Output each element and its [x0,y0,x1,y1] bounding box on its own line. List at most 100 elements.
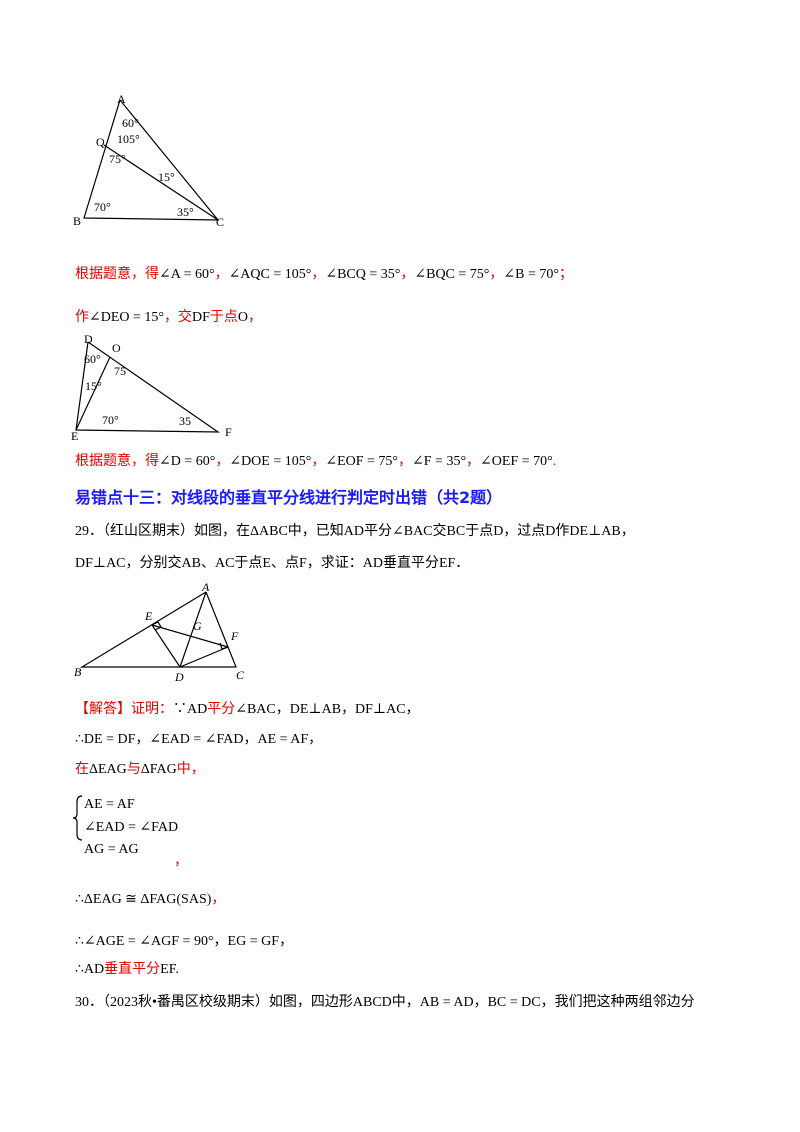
text-segment: ∴AD [75,962,105,977]
triangle [75,341,220,433]
text-segment: EF [160,962,176,977]
figure-1: A Q B C 60° 105° 75° 15° 70° 35° [73,92,224,229]
text-segment: ， [489,267,504,282]
point-label: O [112,341,121,355]
text-segment: ， [215,454,230,469]
text-line: AE = AF [84,795,135,815]
point-label: C [216,215,224,229]
text-segment: ， [311,267,326,282]
text-segment: . [552,454,557,469]
text-segment: ∠DOE = 105° [229,454,312,469]
point-label: D [84,332,93,346]
text-segment: ∠BAC，DE⊥AB，DF⊥AC， [235,702,420,717]
text-segment: 29．（红山区期末）如图，在ΔABC中，已知AD平分∠BAC交BC于点D，过点D… [75,524,635,539]
text-segment: ∵AD [173,702,208,717]
segment [75,356,111,431]
brace [72,795,83,841]
text-segment: 30．（2023秋•番禺区校级期末）如图，四边形ABCD中，AB = AD，BC… [75,995,695,1010]
text-segment: ∠D = 60° [159,454,216,469]
text-segment: 与 [126,762,141,777]
text-segment: ∠F = 35° [412,454,467,469]
angle-label: 60° [84,352,101,366]
text-segment: ，交 [164,310,192,325]
text-segment: ΔEAG [89,762,127,777]
text-segment: 于点 [209,310,238,325]
text-segment: ∠EAD = ∠FAD [84,820,179,835]
text-segment: DF [192,310,210,325]
point-label: A [117,92,126,106]
angle-label: 35° [177,205,194,219]
text-segment: 中， [176,762,205,777]
text-segment: ∠A = 60° [159,267,215,282]
text-line: ∴AD垂直平分EF. [75,960,179,980]
text-line: ∴DE = DF，∠EAD = ∠FAD，AE = AF， [75,730,322,750]
segment [179,591,207,668]
text-segment: ； [558,267,573,282]
angle-label: 35 [179,414,191,428]
point-label: D [174,670,184,684]
point-label: E [144,609,153,623]
angle-label: 75 [114,364,126,378]
text-line: 作∠DEO = 15°，交DF于点O， [75,308,262,328]
angle-label: 15° [158,170,175,184]
segment [103,144,219,221]
text-segment: ∴ΔEAG ≅ ΔFAG(SAS) [75,892,212,907]
text-segment: ∠EOF = 75° [325,454,399,469]
text-segment: ， [311,454,326,469]
text-segment: 平分 [207,702,236,717]
text-line: 【解答】证明：∵AD平分∠BAC，DE⊥AB，DF⊥AC， [75,700,420,720]
point-label: F [225,425,232,439]
point-label: E [71,429,78,443]
text-segment: ∠OEF = 70° [480,454,553,469]
segment [179,646,229,668]
text-segment: 作 [75,310,89,325]
text-segment: ∠AQC = 105° [228,267,312,282]
text-segment: ， [400,267,415,282]
text-segment: ∴DE = DF，∠EAD = ∠FAD，AE = AF， [75,732,323,747]
section-heading: 易错点十三：对线段的垂直平分线进行判定时出错（共2题） [75,488,502,508]
triangle [83,99,220,221]
text-segment: AG = AG [84,842,139,857]
segment [151,624,181,668]
segment [151,624,229,648]
text-segment: ， [398,454,413,469]
text-segment: 根据题意，得 [75,267,159,282]
text-segment: ∠B = 70° [503,267,559,282]
angle-label: 15° [85,379,102,393]
text-segment: O [237,310,249,325]
text-segment: . [175,962,179,977]
text-segment: ∴∠AGE = ∠AGF = 90°，EG = GF， [75,934,293,949]
text-line: ， [174,852,188,872]
text-segment: ， [248,310,263,325]
angle-label: 70° [102,413,119,427]
text-line: 29．（红山区期末）如图，在ΔABC中，已知AD平分∠BAC交BC于点D，过点D… [75,522,635,542]
point-label: B [73,214,81,228]
text-line: ∠EAD = ∠FAD [84,818,178,838]
text-line: 在ΔEAG与ΔFAG中， [75,760,205,780]
figure-3: A E G F B D C [74,580,245,684]
text-line: 根据题意，得∠D = 60°，∠DOE = 105°，∠EOF = 75°，∠F… [75,452,556,472]
text-segment: ， [211,892,226,907]
text-segment: 在 [75,762,89,777]
text-segment: AE = AF [84,797,135,812]
text-line: AG = AG [84,840,139,860]
right-angle [219,642,229,650]
point-label: A [201,580,210,594]
right-angle [151,621,162,631]
text-line: ∴∠AGE = ∠AGF = 90°，EG = GF， [75,932,293,952]
point-label: B [74,665,82,679]
text-segment: ， [466,454,481,469]
angle-label: 105° [117,132,140,146]
point-label: G [193,619,202,633]
angle-label: 60° [122,116,139,130]
text-line: 根据题意，得∠A = 60°，∠AQC = 105°，∠BCQ = 35°，∠B… [75,265,573,285]
angle-label: 70° [94,200,111,214]
point-label: F [230,629,239,643]
triangle [79,591,237,668]
angle-label: 75° [109,152,126,166]
text-segment: ∠BCQ = 35° [325,267,401,282]
figure-2: D O 60° 75 15° 70° 35 E F [71,332,232,443]
text-segment: ， [214,267,229,282]
point-label: C [236,668,245,682]
